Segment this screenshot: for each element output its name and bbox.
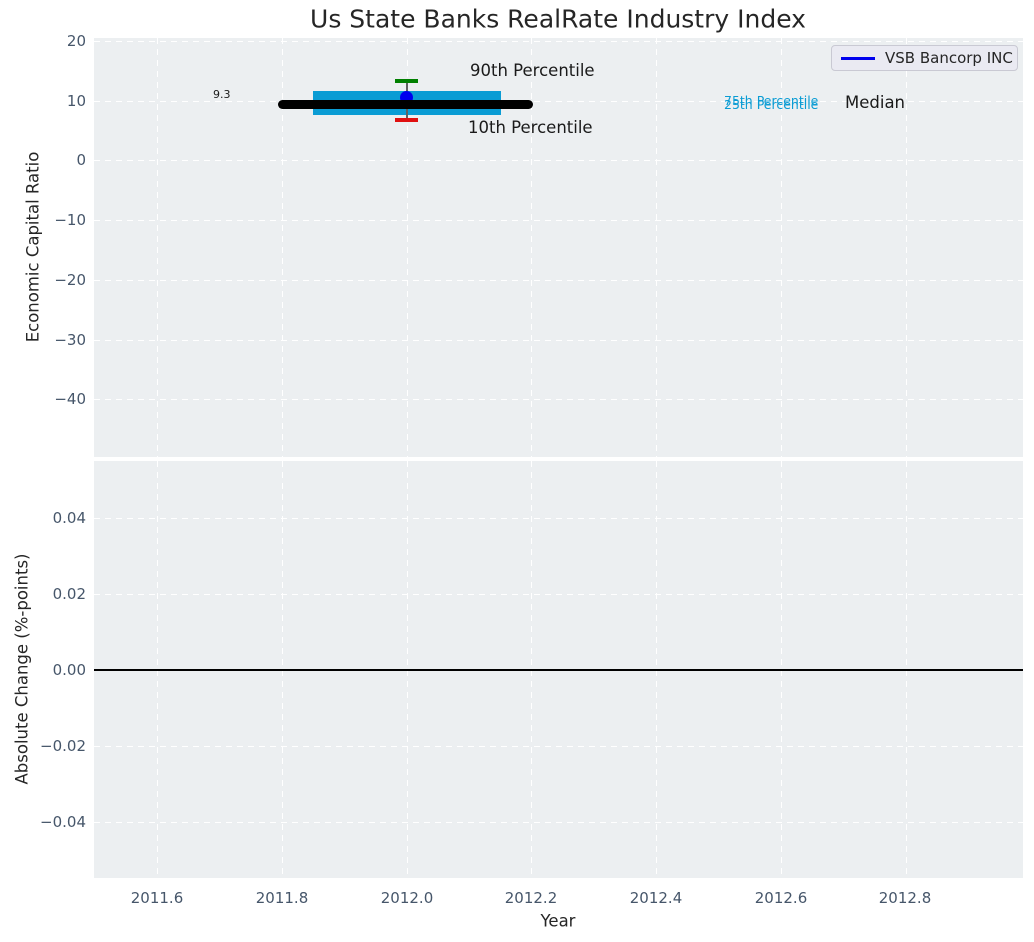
- annotation-median: Median: [845, 93, 906, 112]
- gridline-vertical: [906, 38, 908, 457]
- gridline-horizontal: [94, 280, 1023, 282]
- legend-label: VSB Bancorp INC: [885, 49, 1013, 67]
- ytick-label: −30: [54, 331, 86, 349]
- gridline-horizontal: [94, 101, 1023, 103]
- gridline-horizontal: [94, 594, 1023, 596]
- xtick-label: 2011.8: [255, 889, 309, 907]
- gridline-horizontal: [94, 822, 1023, 824]
- gridline-horizontal: [94, 340, 1023, 342]
- xtick-label: 2012.0: [380, 889, 434, 907]
- ytick-label: 20: [66, 32, 86, 50]
- gridline-horizontal: [94, 746, 1023, 748]
- median-line: [278, 100, 533, 109]
- gridline-vertical: [407, 38, 409, 457]
- percentile-10-cap: [395, 118, 418, 122]
- gridline-vertical: [531, 38, 533, 457]
- ytick-label: −20: [54, 271, 86, 289]
- zero-reference-line: [94, 669, 1023, 671]
- ytick-label: 0.04: [52, 509, 86, 527]
- ytick-label: 10: [66, 92, 86, 110]
- gridline-horizontal: [94, 160, 1023, 162]
- annotation-25th-percentile: 25th Percentile: [724, 97, 819, 112]
- top-y-axis-label: Economic Capital Ratio: [23, 151, 43, 343]
- x-axis-label: Year: [540, 911, 576, 931]
- ytick-label: −40: [54, 390, 86, 408]
- annotation-90th-percentile: 90th Percentile: [470, 61, 595, 80]
- annotation-median-value: 9.3: [213, 88, 231, 101]
- bottom-y-axis-label: Absolute Change (%-points): [12, 553, 32, 785]
- xtick-label: 2012.2: [504, 889, 558, 907]
- annotation-75th-percentile: 75th Percentile: [724, 93, 819, 108]
- percentile-90-cap: [395, 79, 418, 83]
- gridline-horizontal: [94, 41, 1023, 43]
- ytick-label: 0.00: [52, 661, 86, 679]
- xtick-label: 2012.8: [878, 889, 932, 907]
- top-plot-area: 90th Percentile 10th Percentile 75th Per…: [94, 38, 1023, 457]
- gridline-vertical: [282, 38, 284, 457]
- gridline-vertical: [656, 38, 658, 457]
- gridline-horizontal: [94, 399, 1023, 401]
- annotation-10th-percentile: 10th Percentile: [468, 118, 593, 137]
- gridline-horizontal: [94, 518, 1023, 520]
- ytick-label: 0: [76, 151, 86, 169]
- ytick-label: −10: [54, 211, 86, 229]
- xtick-label: 2012.4: [629, 889, 683, 907]
- gridline-vertical: [781, 38, 783, 457]
- gridline-horizontal: [94, 220, 1023, 222]
- xtick-label: 2011.6: [130, 889, 184, 907]
- chart-title: Us State Banks RealRate Industry Index: [310, 4, 806, 34]
- xtick-label: 2012.6: [754, 889, 808, 907]
- gridline-vertical: [157, 38, 159, 457]
- ytick-label: −0.02: [40, 737, 86, 755]
- bottom-plot-area: [94, 461, 1023, 878]
- legend-line-sample: [841, 56, 875, 60]
- ytick-label: 0.02: [52, 585, 86, 603]
- ytick-label: −0.04: [40, 813, 86, 831]
- legend: VSB Bancorp INC: [831, 45, 1018, 71]
